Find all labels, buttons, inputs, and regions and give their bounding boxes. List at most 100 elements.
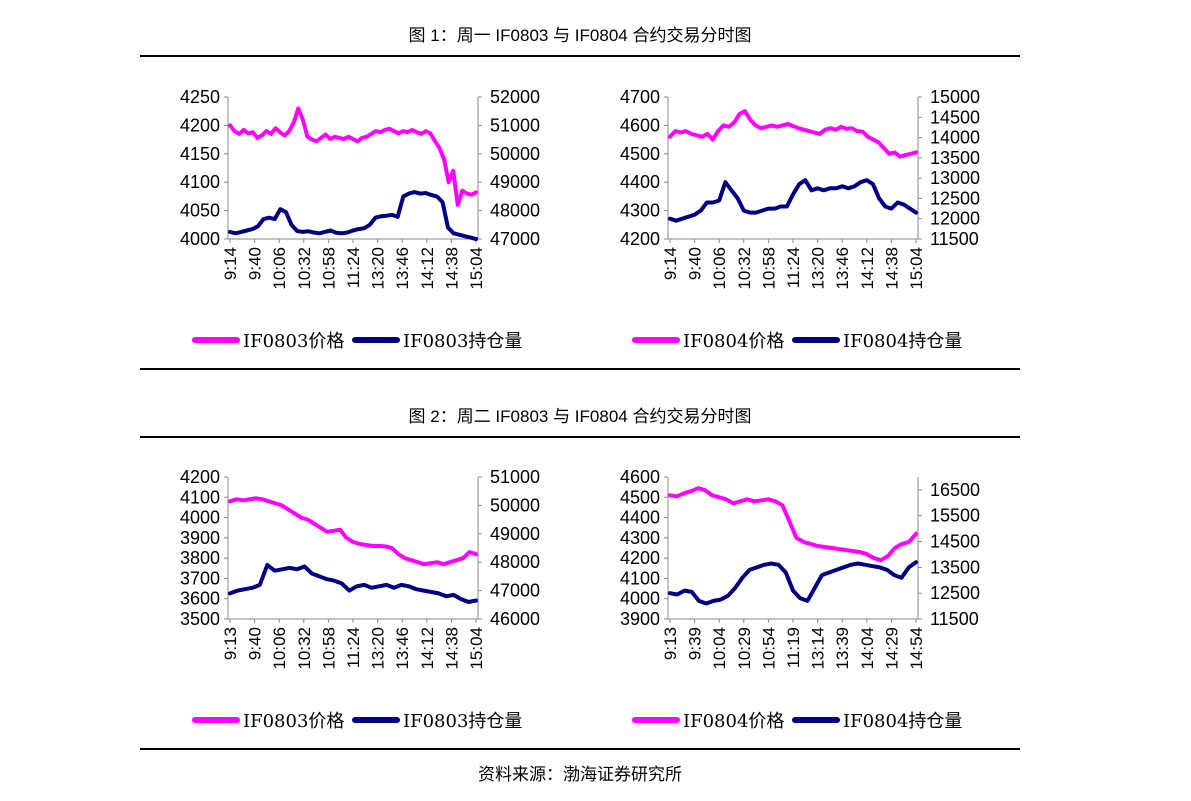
x-tick-label: 14:12 (418, 247, 437, 290)
legend-label-open-interest: IF0803持仓量 (403, 711, 522, 732)
right-tick-label: 49000 (490, 524, 540, 544)
right-tick-label: 15500 (930, 506, 980, 526)
x-tick-label: 10:58 (319, 247, 338, 290)
right-tick-label: 49000 (490, 172, 540, 192)
x-tick-label: 11:24 (344, 247, 363, 288)
x-tick-label: 10:58 (319, 627, 338, 670)
x-tick-label: 10:29 (735, 627, 754, 670)
x-tick-label: 13:20 (809, 247, 828, 290)
legend-label-price: IF0803价格 (243, 331, 344, 352)
x-tick-label: 11:24 (784, 247, 803, 288)
left-tick-label: 4300 (620, 201, 660, 221)
series-line-price (668, 109, 918, 159)
figure2-top-rule (140, 436, 1020, 438)
legend-label-price: IF0804价格 (683, 711, 784, 732)
left-tick-label: 4200 (620, 229, 660, 249)
right-tick-label: 13500 (930, 557, 980, 577)
left-tick-label: 4700 (620, 87, 660, 107)
x-tick-label: 13:20 (369, 247, 388, 290)
legend-label-price: IF0803价格 (243, 711, 344, 732)
x-tick-label: 13:46 (393, 247, 412, 290)
x-tick-label: 14:38 (442, 627, 461, 670)
x-tick-label: 10:32 (735, 247, 754, 290)
right-tick-label: 12500 (930, 583, 980, 603)
x-tick-label: 9:40 (686, 247, 705, 280)
right-tick-label: 48000 (490, 201, 540, 221)
right-tick-label: 13000 (930, 168, 980, 188)
x-tick-label: 9:13 (661, 627, 680, 660)
right-tick-label: 51000 (490, 115, 540, 135)
left-tick-label: 4200 (620, 548, 660, 568)
x-tick-label: 14:12 (858, 247, 877, 290)
x-tick-label: 10:06 (270, 627, 289, 670)
series-line-open-interest (228, 563, 478, 604)
left-tick-label: 4150 (180, 144, 220, 164)
right-tick-label: 47000 (490, 229, 540, 249)
right-tick-label: 14500 (930, 107, 980, 127)
left-tick-label: 4050 (180, 201, 220, 221)
left-tick-label: 4600 (620, 115, 660, 135)
left-tick-label: 3600 (180, 589, 220, 609)
left-tick-label: 4200 (180, 115, 220, 135)
chart-legend: IF0803价格 IF0803持仓量 (192, 331, 522, 352)
left-tick-label: 4500 (620, 487, 660, 507)
x-tick-label: 14:04 (858, 627, 877, 670)
x-tick-label: 14:54 (907, 627, 926, 670)
series-line-open-interest (668, 560, 918, 606)
right-tick-label: 13500 (930, 148, 980, 168)
left-tick-label: 4600 (620, 467, 660, 487)
right-tick-label: 16500 (930, 480, 980, 500)
right-tick-label: 50000 (490, 495, 540, 515)
x-tick-label: 13:14 (809, 627, 828, 670)
left-tick-label: 4000 (180, 508, 220, 528)
left-tick-label: 3500 (180, 609, 220, 629)
left-tick-label: 4200 (180, 467, 220, 487)
chart-legend: IF0804价格 IF0804持仓量 (632, 711, 962, 732)
left-tick-label: 3900 (180, 528, 220, 548)
x-tick-label: 14:38 (882, 247, 901, 290)
left-tick-label: 4400 (620, 172, 660, 192)
right-tick-label: 14500 (930, 532, 980, 552)
right-tick-label: 15000 (930, 87, 980, 107)
chart-legend: IF0803价格 IF0803持仓量 (192, 711, 522, 732)
legend-label-open-interest: IF0804持仓量 (843, 331, 962, 352)
series-line-price (228, 106, 478, 207)
right-tick-label: 12500 (930, 188, 980, 208)
right-tick-label: 48000 (490, 552, 540, 572)
left-tick-label: 4300 (620, 528, 660, 548)
legend-label-open-interest: IF0804持仓量 (843, 711, 962, 732)
left-tick-label: 3700 (180, 568, 220, 588)
x-tick-label: 10:04 (710, 627, 729, 670)
left-tick-label: 4250 (180, 87, 220, 107)
right-tick-label: 11500 (930, 609, 979, 629)
x-tick-label: 10:32 (295, 247, 314, 290)
left-tick-label: 4000 (620, 589, 660, 609)
x-tick-label: 10:58 (759, 247, 778, 290)
left-tick-label: 4000 (180, 229, 220, 249)
figure1-top-rule (140, 55, 1020, 57)
right-tick-label: 50000 (490, 144, 540, 164)
right-tick-label: 14000 (930, 128, 980, 148)
left-tick-label: 4100 (620, 568, 660, 588)
left-tick-label: 4100 (180, 487, 220, 507)
x-tick-label: 13:46 (833, 247, 852, 290)
series-line-price (668, 486, 918, 563)
left-tick-label: 3800 (180, 548, 220, 568)
chart-legend: IF0804价格 IF0804持仓量 (632, 331, 962, 352)
right-tick-label: 52000 (490, 87, 540, 107)
left-tick-label: 4400 (620, 508, 660, 528)
series-line-price (228, 496, 478, 567)
x-tick-label: 10:54 (759, 627, 778, 670)
x-tick-label: 13:39 (833, 627, 852, 670)
series-line-open-interest (228, 190, 478, 241)
figure2-title: 图 2：周二 IF0803 与 IF0804 合约交易分时图 (408, 407, 752, 426)
figure1-bottom-rule (140, 368, 1020, 370)
x-tick-label: 14:29 (882, 627, 901, 670)
x-tick-label: 9:14 (661, 247, 680, 280)
x-tick-label: 9:40 (246, 627, 265, 660)
chart-monday-if0803: 4000 4050 4100 4150 4200 4250 47000 48000 49000 5… (180, 87, 540, 352)
x-tick-label: 11:19 (784, 627, 803, 668)
right-tick-label: 46000 (490, 609, 540, 629)
